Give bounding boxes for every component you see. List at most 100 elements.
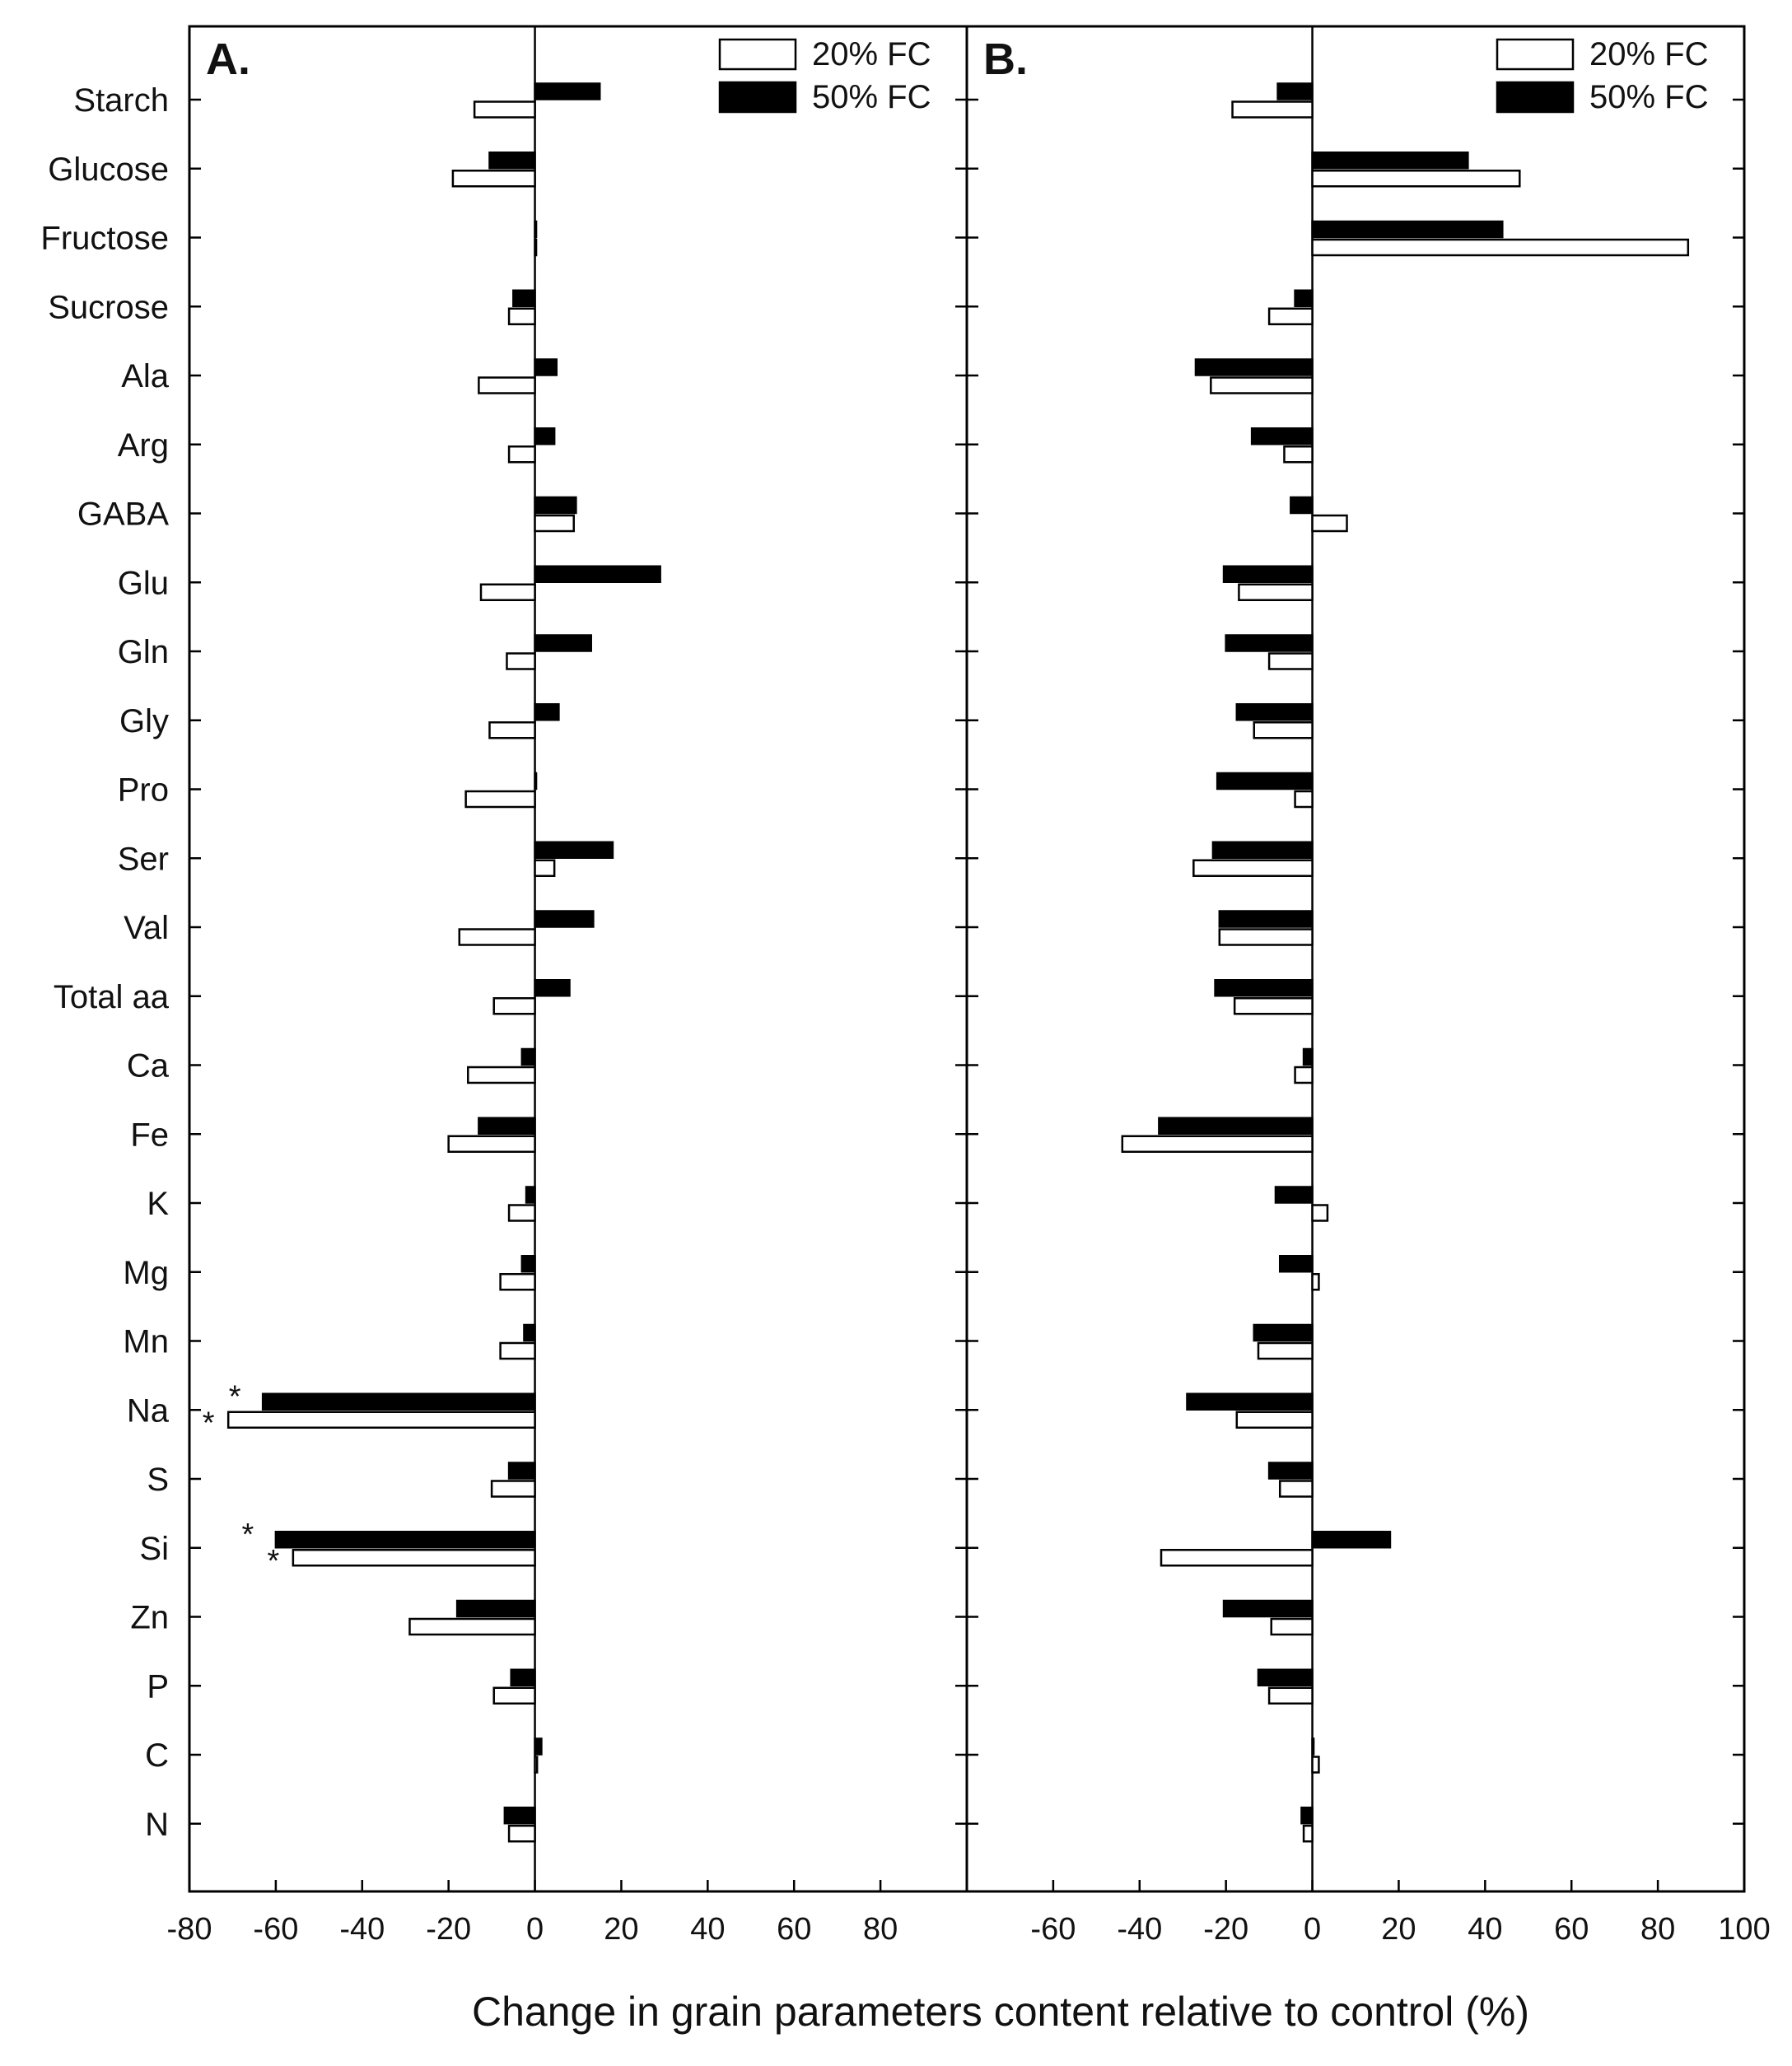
bar-50fc-mg [520,1255,536,1273]
bar-50fc-sucrose [1294,289,1314,307]
bar-50fc-c [1311,1737,1315,1756]
bar-50fc-n [503,1807,536,1825]
bar-20fc-p [1267,1686,1314,1705]
bar-20fc-mg [499,1273,536,1291]
bar-20fc-s [1278,1480,1314,1498]
bar-50fc-arg [534,427,556,445]
x-tick-label: 80 [863,1912,898,1947]
bar-50fc-p [510,1668,536,1686]
bar-20fc-gly [1253,721,1314,739]
bar-20fc-zn [1270,1617,1314,1636]
y-category-label: Zn [130,1600,169,1636]
x-tick-label: 0 [526,1912,544,1947]
legend-swatch-50fc [718,81,797,114]
y-category-label: Arg [118,427,169,464]
bar-20fc-gln [1267,652,1314,670]
bar-20fc-na [1235,1411,1314,1429]
bar-50fc-starch [1276,82,1314,100]
bar-50fc-si [274,1531,536,1549]
bar-50fc-gln [534,634,592,652]
bar-50fc-zn [455,1599,536,1618]
bar-50fc-si [1311,1531,1392,1549]
bar-20fc-fe [447,1135,536,1153]
x-tick-label: -20 [426,1912,471,1947]
bar-20fc-starch [1231,100,1314,119]
y-category-label: Total aa [54,979,170,1015]
bar-50fc-fe [478,1117,536,1135]
bar-20fc-gly [488,721,536,739]
y-category-label: GABA [77,497,169,533]
y-category-label: Fructose [40,221,169,257]
significance-asterisk: * [241,1518,254,1552]
bar-50fc-glu [1222,565,1314,583]
y-category-label: Fe [130,1117,169,1153]
x-tick-label: 20 [604,1912,638,1947]
y-category-label: Pro [118,772,169,809]
bar-50fc-glu [534,565,661,583]
significance-asterisk: * [267,1544,279,1579]
bar-50fc-k [1274,1186,1314,1204]
x-tick-label: 60 [777,1912,811,1947]
panel-label: A. [206,35,250,84]
bar-50fc-fructose [1311,220,1504,239]
bar-50fc-sucrose [512,289,536,307]
bar-20fc-ala [478,376,536,394]
x-tick-label: 40 [1468,1912,1502,1947]
bar-20fc-c [534,1756,539,1774]
bar-50fc-gly [1235,703,1314,721]
y-category-label: Glu [118,565,169,601]
bar-20fc-fructose [1311,238,1690,257]
bar-20fc-p [492,1686,536,1705]
y-category-label: Gly [119,703,169,739]
bar-20fc-ser [534,859,556,877]
bar-50fc-fructose [534,220,538,239]
x-tick-label: -40 [1117,1912,1162,1947]
bar-20fc-zn [408,1617,536,1636]
bar-50fc-arg [1250,427,1314,445]
y-category-label: Sucrose [48,289,169,325]
x-tick-label: -60 [253,1912,298,1947]
x-tick-label: -40 [339,1912,385,1947]
legend-label: 50% FC [1589,79,1709,115]
significance-asterisk: * [229,1379,241,1414]
x-axis-label: Change in grain parameters content relat… [472,1989,1529,2035]
bar-50fc-fe [1158,1117,1314,1135]
bar-50fc-c [534,1737,543,1756]
bar-20fc-total-aa [492,997,536,1015]
y-category-label: C [145,1737,169,1774]
bar-50fc-pro [534,772,538,790]
bar-50fc-ca [1302,1047,1314,1066]
x-tick-label: 20 [1381,1912,1416,1947]
bar-50fc-glucose [1311,152,1469,170]
bar-50fc-gaba [1290,496,1314,515]
y-category-label: N [145,1807,169,1843]
bar-50fc-total-aa [534,979,571,997]
bar-50fc-glucose [488,152,536,170]
bar-50fc-s [507,1462,536,1480]
bar-20fc-total-aa [1233,997,1314,1015]
legend-label: 20% FC [812,36,931,72]
bar-20fc-sucrose [1267,307,1314,325]
bar-50fc-mn [1253,1323,1314,1342]
legend-swatch-20fc [718,38,797,71]
bar-20fc-si [1160,1549,1314,1567]
bar-50fc-ser [1211,841,1314,859]
bar-50fc-na [1186,1392,1314,1411]
x-tick-label: 60 [1554,1912,1589,1947]
bar-50fc-gaba [534,496,577,515]
x-tick-label: 100 [1718,1912,1770,1947]
legend-label: 50% FC [812,79,931,115]
bar-50fc-n [1300,1807,1314,1825]
bar-50fc-na [261,1392,536,1411]
bar-50fc-gly [534,703,560,721]
bar-20fc-fe [1121,1135,1314,1153]
y-category-label: Mn [123,1324,169,1360]
bar-20fc-ca [1294,1066,1314,1084]
y-category-label: Glucose [48,152,169,188]
y-category-label: K [147,1186,169,1222]
significance-asterisk: * [203,1406,215,1440]
y-category-label: Ala [121,358,170,394]
panel-frame [965,25,1746,1893]
